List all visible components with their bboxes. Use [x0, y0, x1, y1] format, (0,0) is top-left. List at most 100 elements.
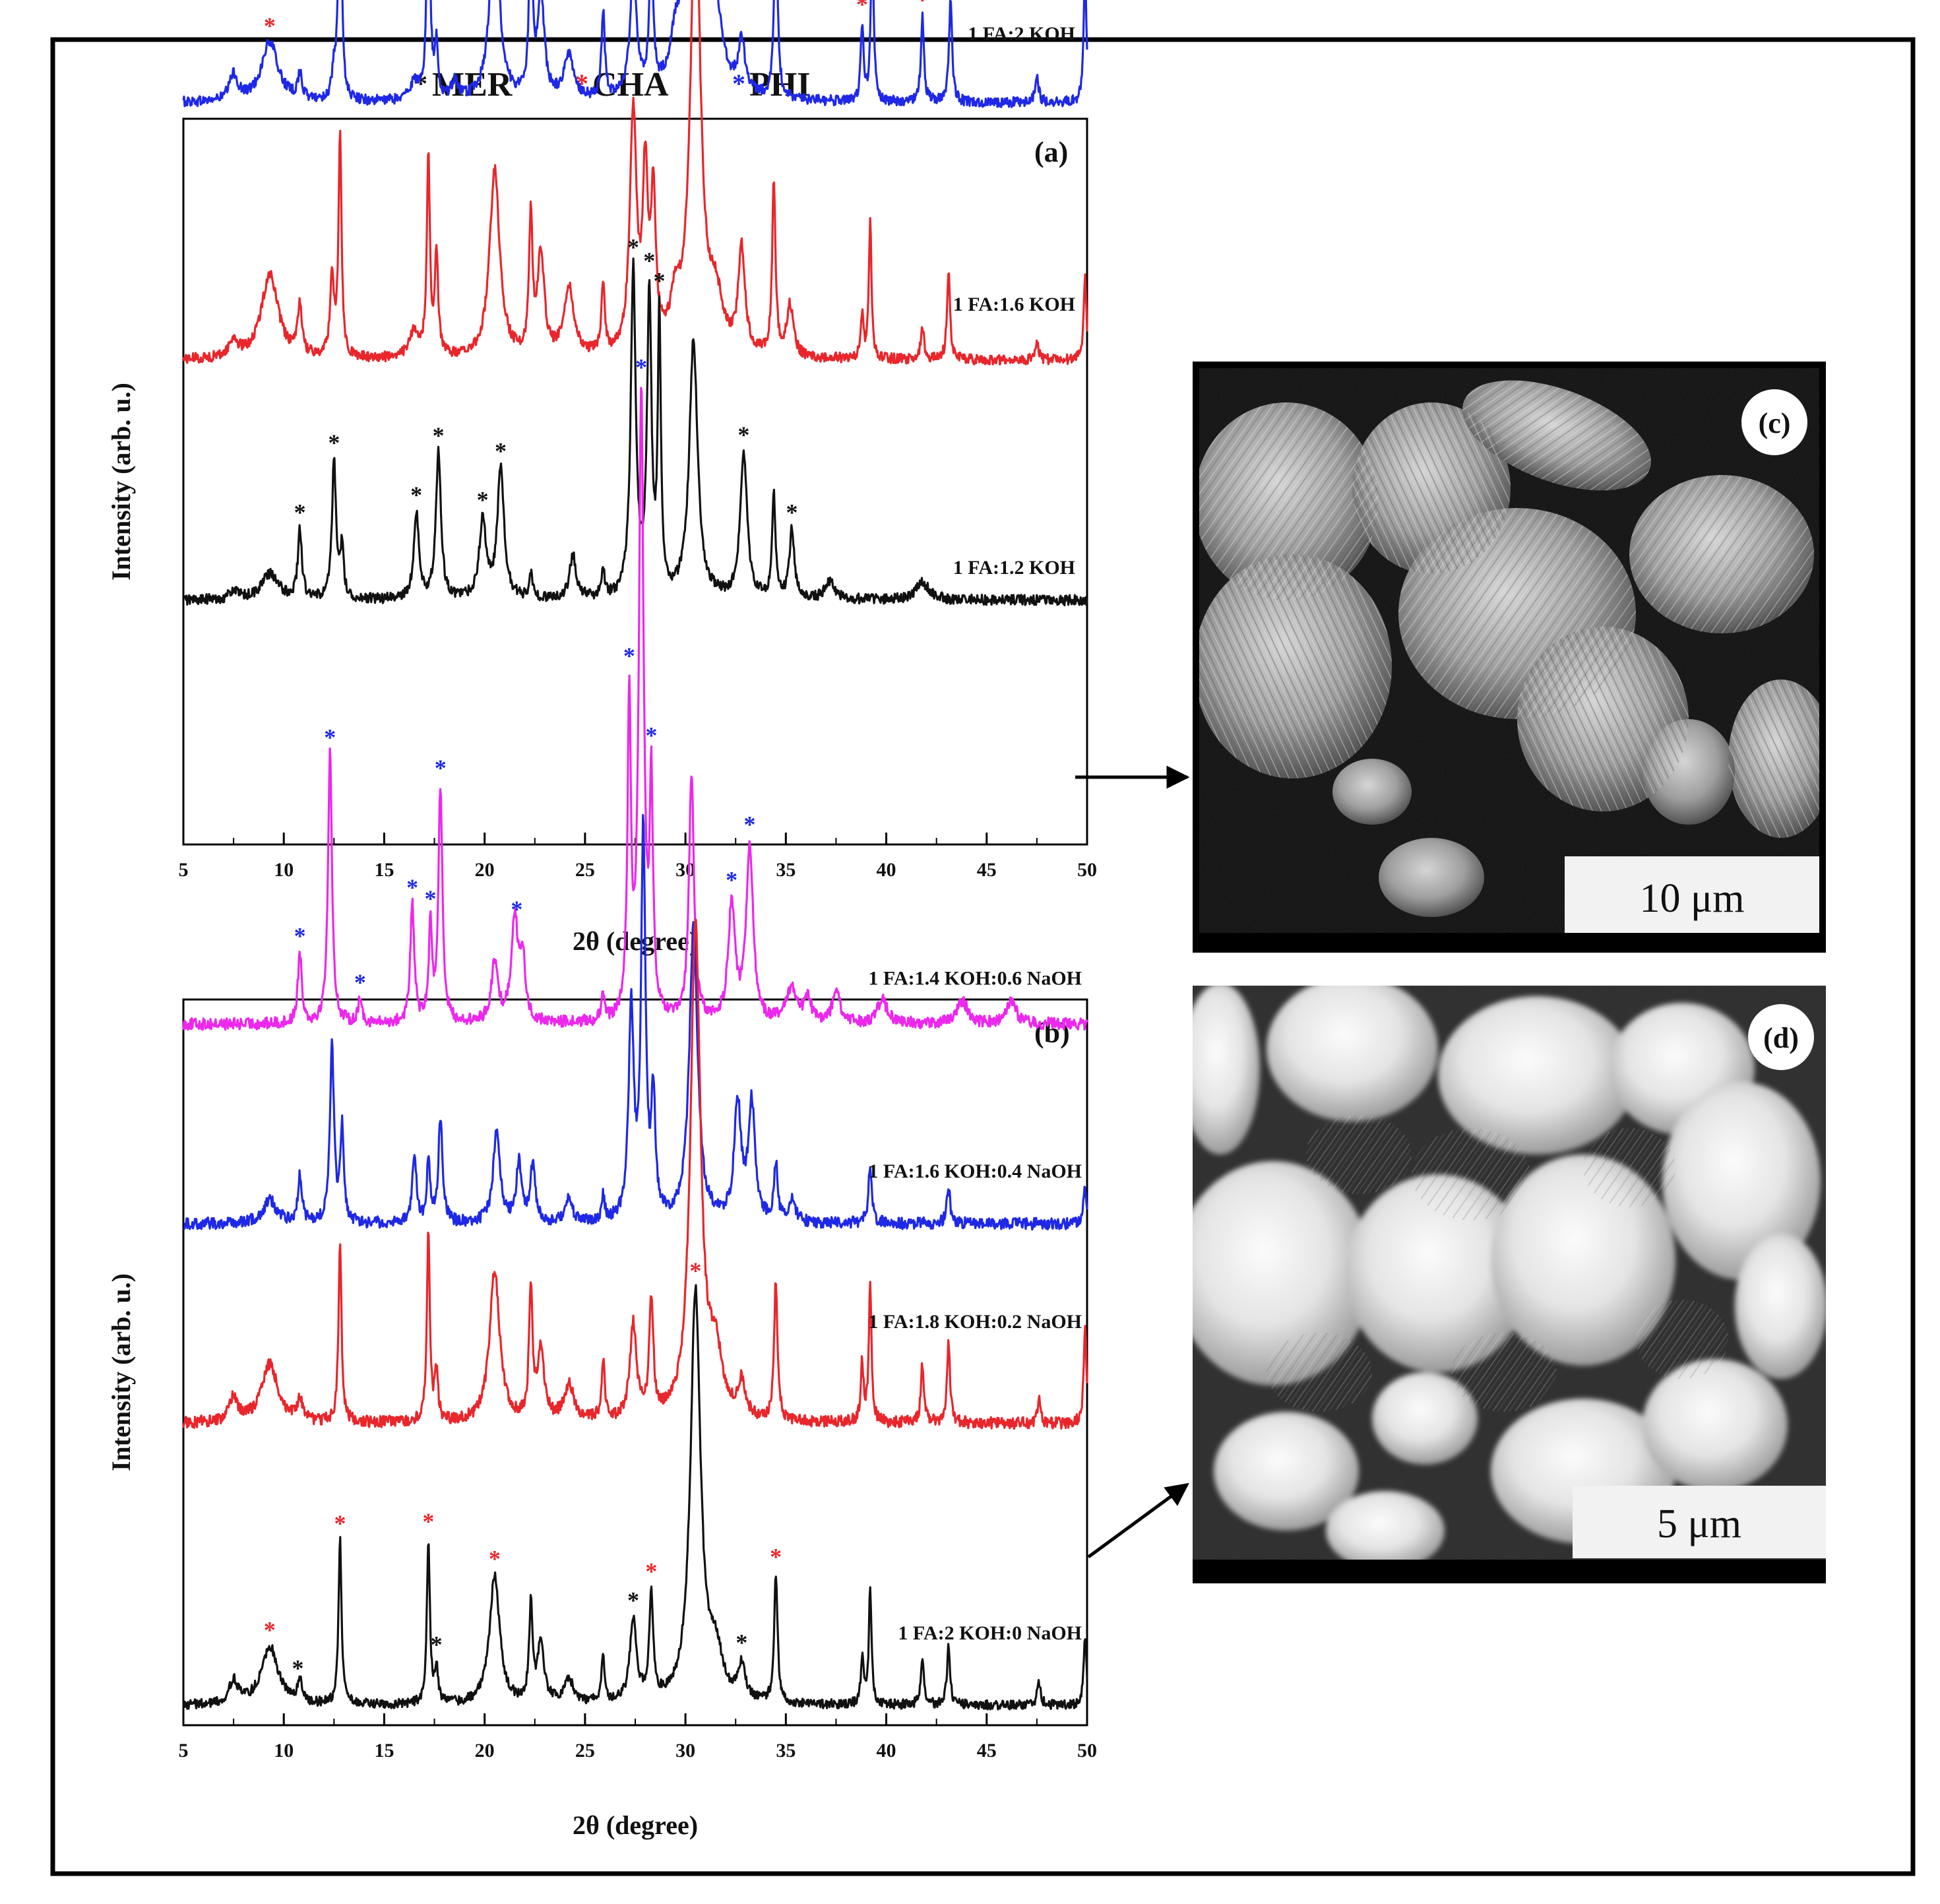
phase-marker-phi: *	[635, 354, 647, 380]
scale-bar-box-c	[1565, 856, 1819, 933]
series-label-0: 1 FA:2 KOH	[968, 23, 1075, 45]
phase-marker-phi: *	[294, 923, 306, 949]
phase-marker-phi: *	[511, 896, 522, 922]
phase-marker-phi: *	[324, 724, 336, 751]
phase-marker-phi: *	[406, 874, 418, 901]
x-tick-label-40: 40	[877, 1740, 896, 1761]
x-tick-label-40: 40	[877, 859, 896, 881]
outer-frame	[50, 37, 1916, 1876]
x-axis-ticks-b: 5 10 15 20 25 30 35 40 45 50	[179, 1713, 1097, 1761]
x-tick-label-45: 45	[977, 1740, 997, 1761]
phase-marker-cha: *	[856, 0, 868, 17]
x-tick-label-45: 45	[977, 859, 997, 881]
ylabel-b: Intensity (arb. u.)	[106, 1273, 136, 1471]
phase-markers-a: ************************	[264, 0, 928, 525]
series-labels-a: 1 FA:2 KOH 1 FA:1.6 KOH 1 FA:1.2 KOH	[953, 23, 1075, 579]
legend-star-phi: *	[732, 69, 745, 98]
phase-marker-mer: *	[328, 429, 340, 456]
phase-marker-phi: *	[424, 885, 436, 912]
x-tick-label-10: 10	[274, 1740, 294, 1761]
series-line-1	[182, 0, 1088, 366]
x-tick-label-35: 35	[776, 859, 796, 881]
sem-image-d: 5 μm (d)	[1193, 986, 1826, 1583]
phase-marker-phi: *	[623, 643, 635, 669]
phase-marker-mer: *	[735, 1630, 747, 1656]
phase-markers-b: **** ********** ** *******	[264, 354, 782, 1681]
phase-marker-mer: *	[786, 499, 798, 525]
series-label-1: 1 FA:1.6 KOH:0.4 NaOH	[868, 1160, 1082, 1182]
phase-marker-cha: *	[334, 1510, 346, 1537]
x-tick-label-35: 35	[776, 1740, 796, 1761]
panel-label-a: (a)	[1034, 136, 1068, 168]
phase-marker-cha: *	[489, 1546, 501, 1572]
phase-marker-cha: *	[689, 1257, 701, 1284]
phase-marker-cha: *	[770, 1543, 782, 1570]
series-label-2: 1 FA:1.8 KOH:0.2 NaOH	[868, 1311, 1082, 1333]
phase-marker-cha: *	[645, 1558, 657, 1584]
plot-frame-a	[182, 117, 1088, 846]
arrow-to-sem-d	[1087, 1482, 1189, 1559]
phase-marker-mer: *	[433, 422, 445, 449]
xlabel-b: 2θ (degree)	[573, 1810, 698, 1840]
series-line-3	[182, 1284, 1088, 1711]
series-label-1: 1 FA:1.6 KOH	[953, 294, 1075, 315]
phase-marker-mer: *	[654, 267, 666, 294]
series-line-1	[183, 813, 1088, 1231]
series-label-2: 1 FA:1.2 KOH	[953, 557, 1075, 579]
x-tick-label-25: 25	[575, 1740, 595, 1761]
phase-marker-mer: *	[643, 247, 655, 274]
phase-marker-phi: *	[726, 867, 737, 893]
phase-marker-cha: *	[264, 1617, 276, 1643]
phase-marker-phi: *	[645, 722, 657, 748]
x-tick-label-50: 50	[1077, 859, 1097, 881]
x-tick-label-5: 5	[179, 859, 189, 881]
series-label-0: 1 FA:1.4 KOH:0.6 NaOH	[868, 968, 1082, 990]
series-line-0	[182, 0, 1088, 108]
phase-marker-phi: *	[354, 969, 366, 996]
x-axis-ticks-a: 5 10 15 20 25 30 35 40 45 50	[179, 833, 1097, 881]
phase-marker-mer: *	[495, 437, 507, 464]
x-tick-label-25: 25	[575, 859, 595, 881]
phase-marker-mer: *	[431, 1631, 443, 1657]
series-group-b	[182, 387, 1088, 1711]
xrd-chart-a: (a) Intensity (arb. u.) 2θ (degree) 5 10 1…	[106, 0, 1097, 956]
phase-marker-mer: *	[410, 482, 422, 508]
x-tick-label-30: 30	[675, 859, 695, 881]
x-tick-label-30: 30	[675, 1740, 695, 1761]
scale-bar-label-d: 5 μm	[1657, 1502, 1741, 1546]
phase-marker-mer: *	[292, 1655, 304, 1682]
panel-label-d: (d)	[1763, 1022, 1799, 1054]
ylabel-a: Intensity (arb. u.)	[106, 383, 136, 581]
series-line-2	[183, 257, 1088, 607]
x-tick-label-50: 50	[1077, 1740, 1097, 1761]
series-labels-b: 1 FA:1.4 KOH:0.6 NaOH 1 FA:1.6 KOH:0.4 Na…	[868, 968, 1082, 1644]
xrd-chart-b: (b) Intensity (arb. u.) 2θ (degree) 5 10 1…	[106, 354, 1097, 1840]
legend-label-cha: CHA	[592, 66, 669, 104]
phase-marker-cha: *	[422, 1508, 434, 1535]
series-line-2	[182, 918, 1088, 1430]
series-group-a	[182, 0, 1088, 607]
x-tick-label-20: 20	[475, 859, 495, 881]
phase-marker-mer: *	[477, 486, 489, 513]
phase-marker-phi: *	[744, 811, 756, 838]
phase-marker-cha: *	[264, 13, 276, 39]
panel-label-c: (c)	[1759, 407, 1791, 439]
phase-marker-mer: *	[627, 234, 639, 260]
scale-bar-box-d	[1573, 1486, 1826, 1558]
x-tick-label-15: 15	[374, 859, 394, 881]
x-tick-label-5: 5	[179, 1740, 189, 1761]
phase-marker-phi: *	[435, 755, 447, 781]
phase-marker-cha: *	[916, 0, 928, 13]
x-tick-label-20: 20	[475, 1740, 495, 1761]
series-line-0	[182, 387, 1088, 1031]
xlabel-a: 2θ (degree)	[573, 926, 698, 956]
phase-marker-mer: *	[294, 499, 306, 525]
sem-image-c: 10 μm (c)	[1193, 362, 1826, 953]
phase-marker-mer: *	[737, 422, 749, 448]
series-label-3: 1 FA:2 KOH:0 NaOH	[898, 1622, 1082, 1644]
phase-marker-mer: *	[627, 1587, 639, 1614]
scale-bar-label-c: 10 μm	[1640, 876, 1745, 921]
x-tick-label-15: 15	[374, 1740, 394, 1761]
x-tick-label-10: 10	[274, 859, 294, 881]
